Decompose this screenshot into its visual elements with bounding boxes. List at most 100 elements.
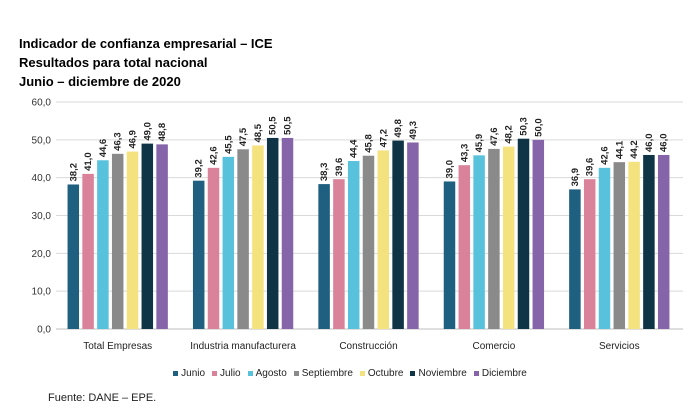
data-label: 43,3 [459,144,470,163]
y-tick-label: 50,0 [32,135,52,146]
bar-octubre-3 [377,150,390,329]
y-tick-label: 40,0 [32,173,52,184]
legend-item-noviembre: Noviembre [410,368,467,379]
bar-diciembre-3 [407,142,419,329]
data-label: 45,9 [474,134,485,153]
data-label: 38,3 [319,163,330,182]
bar-octubre-1 [126,151,139,329]
chart-title-block: Indicador de confianza empresarial – ICE… [19,34,273,91]
bar-julio-3 [333,179,345,329]
y-tick-label: 60,0 [32,98,52,109]
legend-item-julio: Julio [212,368,241,379]
bar-septiembre-5 [613,162,626,329]
bar-diciembre-2 [281,137,294,329]
data-label: 48,8 [157,123,168,142]
bar-agosto-4 [473,155,485,329]
bar-noviembre-2 [266,137,279,329]
bar-julio-4 [458,165,471,329]
bar-agosto-5 [598,167,611,329]
legend-label: Julio [220,368,241,379]
data-label: 41,0 [83,152,94,171]
bar-junio-3 [318,184,330,329]
legend-item-agosto: Agosto [247,368,287,379]
legend-label: Junio [181,368,206,379]
bar-agosto-1 [97,160,109,329]
data-label: 38,2 [68,163,79,182]
bar-junio-1 [67,184,80,329]
data-label: 48,2 [504,125,515,144]
y-tick-label: 30,0 [32,211,52,222]
data-label: 39,6 [334,158,345,177]
bar-octubre-2 [252,145,264,329]
bar-octubre-4 [502,146,515,329]
x-category-label: Servicios [599,341,640,352]
legend-label: Agosto [255,368,287,379]
chart-title: Indicador de confianza empresarial – ICE [19,36,273,51]
data-label: 49,8 [393,119,404,138]
data-label: 47,2 [378,129,389,148]
legend-item-septiembre: Septiembre [293,368,353,379]
x-category-label: Comercio [473,341,516,352]
data-label: 46,0 [644,133,655,152]
bar-junio-2 [192,180,205,329]
y-tick-label: 20,0 [32,249,52,260]
legend-swatch [212,371,218,376]
chart-subtitle: Resultados para total nacional [19,55,208,70]
bar-septiembre-4 [488,148,500,329]
x-category-label: Construcción [339,341,397,352]
data-label: 45,8 [364,134,375,153]
bar-julio-5 [583,179,596,329]
legend-item-octubre: Octubre [359,368,404,379]
bar-noviembre-1 [141,143,154,329]
data-label: 46,9 [128,130,139,149]
legend-label: Noviembre [418,368,467,379]
legend-swatch [173,371,179,376]
bar-julio-2 [207,167,220,329]
data-label: 44,1 [614,140,625,159]
data-label: 36,9 [570,168,581,187]
bar-diciembre-5 [657,154,670,329]
data-label: 44,2 [629,140,640,159]
data-label: 50,5 [283,116,294,135]
data-label: 46,3 [113,132,124,151]
bar-agosto-2 [222,156,235,329]
data-label: 50,5 [268,116,279,135]
x-category-label: Industria manufacturera [190,341,296,352]
bar-julio-1 [82,173,94,329]
data-label: 39,2 [194,159,205,178]
legend-label: Octubre [367,368,404,379]
bar-septiembre-1 [111,153,124,329]
data-label: 49,3 [408,121,419,140]
data-label: 45,5 [223,135,234,154]
bar-noviembre-4 [517,138,530,329]
bar-agosto-3 [347,161,360,329]
legend-label: Septiembre [301,368,353,379]
data-label: 42,6 [209,146,220,165]
legend-item-junio: Junio [173,368,205,379]
bar-diciembre-4 [532,139,545,329]
data-label: 44,4 [349,139,360,158]
data-label: 44,6 [98,139,109,158]
legend-swatch [359,371,365,376]
source-note: Fuente: DANE – EPE. [48,392,157,404]
bar-junio-5 [569,189,581,329]
bar-septiembre-2 [237,149,249,329]
legend-swatch [410,371,416,376]
bar-junio-4 [443,181,456,329]
bar-noviembre-3 [392,140,404,329]
legend-swatch [473,371,479,376]
legend-label: Diciembre [481,368,527,379]
y-tick-label: 0,0 [37,325,51,336]
data-label: 50,3 [519,117,530,136]
legend-item-diciembre: Diciembre [473,368,527,379]
bar-noviembre-5 [643,154,655,329]
legend-swatch [247,371,253,376]
data-label: 47,6 [489,127,500,146]
bar-octubre-5 [628,161,640,329]
data-label: 48,5 [253,123,264,142]
data-label: 39,0 [445,160,456,179]
data-label: 46,0 [659,133,670,152]
data-label: 50,0 [533,118,544,137]
bar-diciembre-1 [156,144,168,329]
